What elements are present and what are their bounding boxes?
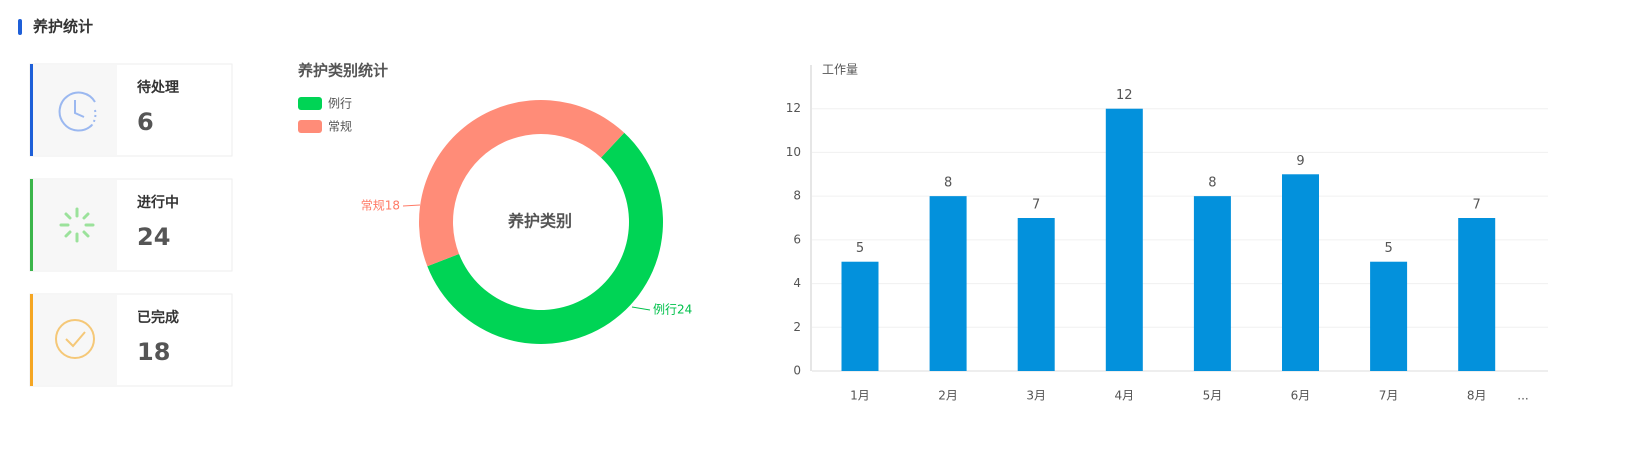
bar [1370, 261, 1408, 371]
bar [1282, 174, 1319, 371]
bar-value-label: 5 [1384, 241, 1392, 256]
check-icon [55, 319, 95, 359]
x-tick-label: 6月 [1291, 389, 1311, 403]
title-marker [18, 19, 22, 35]
card: 已完成 18 [29, 293, 233, 387]
bar [929, 196, 967, 371]
page-title: 养护统计 [32, 18, 93, 36]
x-tick-label: 4月 [1114, 389, 1134, 403]
card-value: 24 [137, 223, 170, 251]
y-tick-label: 4 [793, 276, 801, 290]
bar [1105, 108, 1143, 371]
y-tick-label: 12 [786, 101, 801, 115]
y-tick-label: 8 [793, 189, 801, 203]
x-tick-label: 2月 [938, 389, 958, 403]
bar-value-label: 5 [856, 241, 864, 256]
bar [841, 261, 879, 371]
x-tick-label: 5月 [1203, 389, 1223, 403]
data-label: 常规18 [361, 198, 400, 213]
icon-bg [32, 295, 117, 385]
bar [1458, 218, 1496, 371]
card-label: 进行中 [137, 194, 179, 211]
card-label: 待处理 [137, 79, 179, 96]
leader-line [631, 306, 651, 311]
x-tick-label: 1月 [850, 389, 870, 403]
x-more-label: ... [1517, 389, 1528, 403]
donut-slice [419, 100, 625, 267]
card-label: 已完成 [137, 309, 179, 326]
y-axis-title: 工作量 [822, 63, 858, 77]
x-tick-label: 7月 [1379, 389, 1399, 403]
bar-value-label: 12 [1116, 88, 1133, 103]
y-tick-label: 6 [793, 232, 801, 246]
bar-value-label: 7 [1473, 198, 1481, 213]
y-tick-label: 2 [793, 320, 801, 334]
card: 待处理 6 [29, 63, 233, 157]
leader-line [402, 204, 421, 207]
y-tick-label: 0 [793, 364, 801, 378]
card-value: 18 [137, 338, 170, 366]
x-tick-label: 3月 [1026, 389, 1046, 403]
donut-slice [427, 132, 663, 345]
y-tick-label: 10 [786, 145, 801, 159]
icon-bg [32, 180, 117, 270]
bar-value-label: 8 [944, 176, 952, 191]
clock-icon [58, 91, 97, 132]
bar-value-label: 9 [1296, 154, 1304, 169]
legend-swatch [298, 120, 322, 133]
bar [1193, 196, 1231, 371]
bar-value-label: 8 [1208, 176, 1216, 191]
card: 进行中 24 [29, 178, 233, 272]
data-label: 例行24 [653, 303, 692, 317]
bar [1017, 218, 1055, 371]
x-tick-label: 8月 [1467, 389, 1487, 403]
chart-title: 养护类别统计 [297, 62, 388, 80]
legend-label: 例行 [328, 97, 352, 111]
legend-label: 常规 [328, 119, 352, 134]
card-accent [30, 179, 33, 271]
spinner-icon [59, 207, 95, 243]
card-accent [30, 294, 33, 386]
card-accent [30, 64, 33, 156]
bar-value-label: 7 [1032, 198, 1040, 213]
legend-swatch [298, 97, 322, 110]
donut-center-label: 养护类别 [507, 212, 572, 231]
card-value: 6 [137, 108, 154, 136]
